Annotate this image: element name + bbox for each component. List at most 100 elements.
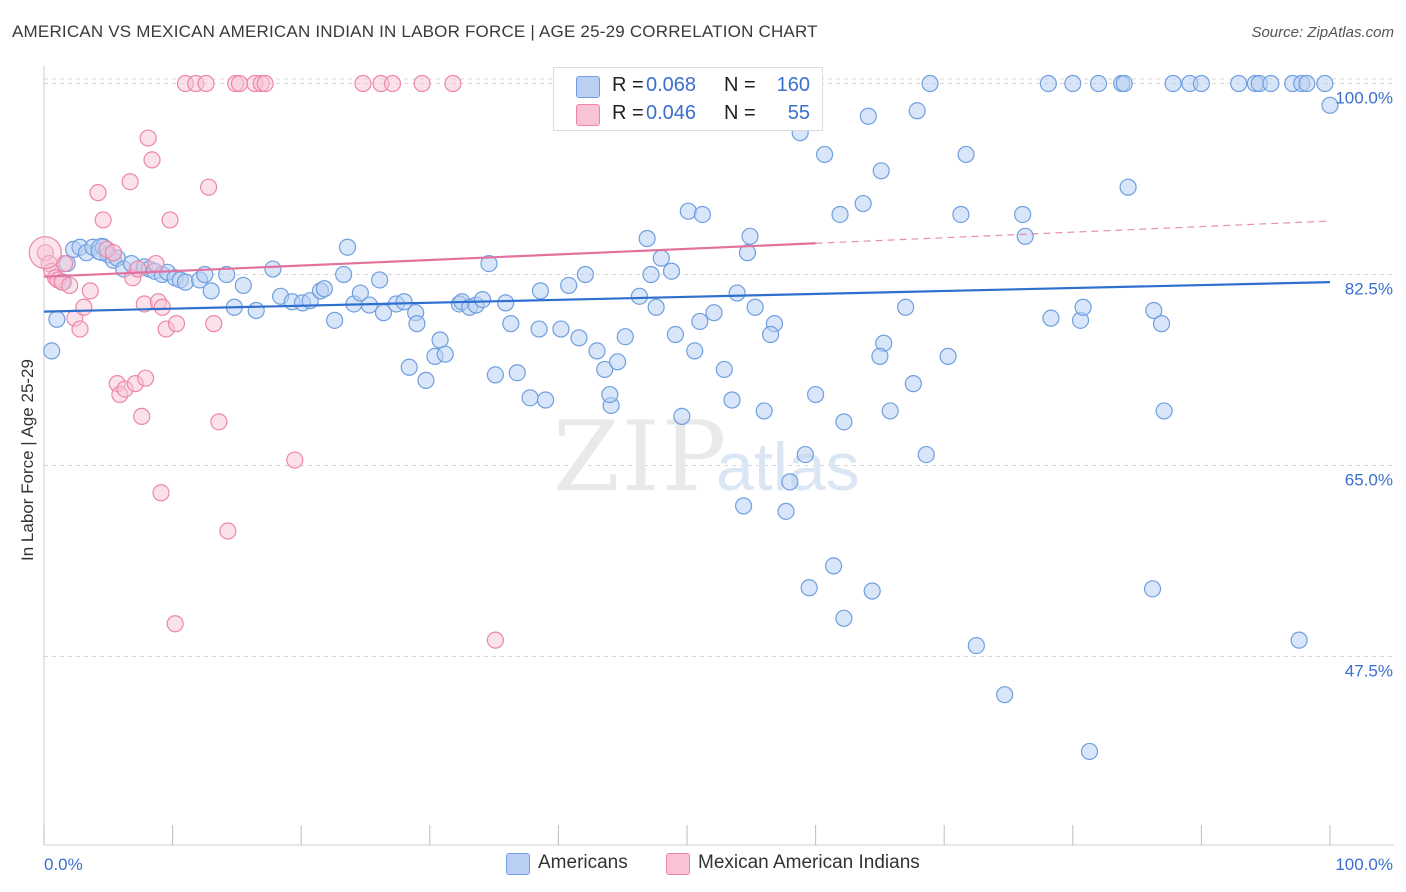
americans-point <box>816 145 834 164</box>
americans-point <box>473 291 492 309</box>
mexican-trend-line-extension <box>815 220 1331 244</box>
americans-point <box>1321 96 1339 114</box>
y-tick-label: 65.0% <box>1345 471 1393 490</box>
americans-point <box>576 265 595 284</box>
americans-point <box>1298 74 1316 93</box>
x-tick-label: 100.0% <box>1335 855 1393 874</box>
americans-point <box>521 389 539 407</box>
legend-r-value: 0.068 <box>646 74 697 96</box>
americans-point <box>715 360 733 379</box>
americans-point <box>1089 74 1108 93</box>
bottom-legend-label-americans: Americans <box>538 852 628 873</box>
americans-point <box>431 331 449 349</box>
americans-point <box>218 265 236 284</box>
americans-point <box>1192 74 1211 93</box>
americans-point <box>734 497 753 515</box>
americans-point <box>570 329 588 347</box>
americans-point <box>497 294 515 312</box>
americans-point <box>638 229 656 248</box>
americans-point <box>1119 178 1137 196</box>
americans-point <box>693 205 712 224</box>
americans-point <box>264 260 282 278</box>
americans-point <box>881 402 899 420</box>
americans-point <box>691 312 709 331</box>
mexican-point <box>205 315 223 333</box>
americans-point <box>652 249 670 267</box>
americans-point <box>1042 309 1060 327</box>
americans-point <box>666 325 685 344</box>
americans-point <box>904 375 922 393</box>
mexican-point <box>444 74 462 93</box>
trend-lines <box>43 220 1331 313</box>
watermark-zip: ZIP <box>553 401 728 513</box>
americans-point <box>247 301 265 320</box>
americans-point <box>746 298 764 316</box>
americans-point <box>486 366 504 384</box>
americans-point <box>400 358 418 376</box>
americans-point <box>508 364 526 382</box>
mexican-point <box>75 298 93 316</box>
legend-n-label: N = <box>724 102 756 124</box>
americans-point <box>1230 74 1248 93</box>
americans-point <box>723 391 741 409</box>
mexican-point <box>197 74 215 93</box>
americans-point <box>552 320 570 338</box>
x-tick-label: 0.0% <box>44 855 83 874</box>
mexican-point <box>354 74 372 93</box>
americans-point <box>952 205 970 224</box>
mexican-point <box>152 484 170 502</box>
series-mexican-points <box>28 74 504 649</box>
americans-point <box>871 347 889 365</box>
mexican-point <box>383 74 402 93</box>
mexican-point <box>121 173 139 191</box>
mexican-point <box>153 298 171 316</box>
americans-point <box>967 636 985 655</box>
americans-point <box>796 445 814 464</box>
series-americans-points <box>43 74 1339 761</box>
watermark-atlas: atlas <box>716 429 860 505</box>
americans-point <box>777 502 795 520</box>
americans-point <box>859 107 877 125</box>
americans-point <box>1155 402 1173 420</box>
mexican-point <box>166 615 184 633</box>
americans-point <box>202 282 220 300</box>
source-label: Source: ZipAtlas.com <box>1251 24 1394 41</box>
legend-swatch-mexican <box>576 104 600 126</box>
mexican-point <box>89 184 107 202</box>
americans-point <box>741 227 759 245</box>
americans-point <box>1014 205 1032 224</box>
americans-point <box>408 315 426 333</box>
mexican-point <box>129 260 147 278</box>
tick-labels: 47.5% 65.0% 82.5% 100.0% 0.0% 100.0% <box>44 89 1393 875</box>
americans-point <box>1152 315 1171 333</box>
mexican-point <box>230 74 249 93</box>
americans-point <box>647 298 665 316</box>
americans-point <box>43 342 61 360</box>
americans-point <box>686 342 704 360</box>
americans-point <box>234 276 252 295</box>
americans-point <box>417 371 435 389</box>
mexican-trend-line <box>43 242 816 278</box>
mexican-point <box>104 244 123 262</box>
americans-point <box>662 262 681 280</box>
americans-trend-line <box>43 281 1331 313</box>
americans-point <box>315 280 333 298</box>
mexican-point-large <box>28 236 62 270</box>
americans-point <box>761 325 780 344</box>
americans-point <box>608 353 627 371</box>
legend-r-label: R = <box>612 102 644 124</box>
americans-point <box>957 145 975 164</box>
americans-point <box>1145 301 1163 320</box>
americans-point <box>996 686 1014 704</box>
americans-point <box>1016 227 1034 245</box>
legend-n-value: 55 <box>787 102 810 124</box>
americans-point <box>502 315 520 333</box>
americans-point <box>335 265 353 284</box>
mexican-point <box>161 211 179 229</box>
americans-point <box>939 347 957 365</box>
americans-point <box>921 74 939 93</box>
americans-point <box>863 582 881 600</box>
mexican-point <box>136 369 155 387</box>
americans-point <box>338 238 357 256</box>
